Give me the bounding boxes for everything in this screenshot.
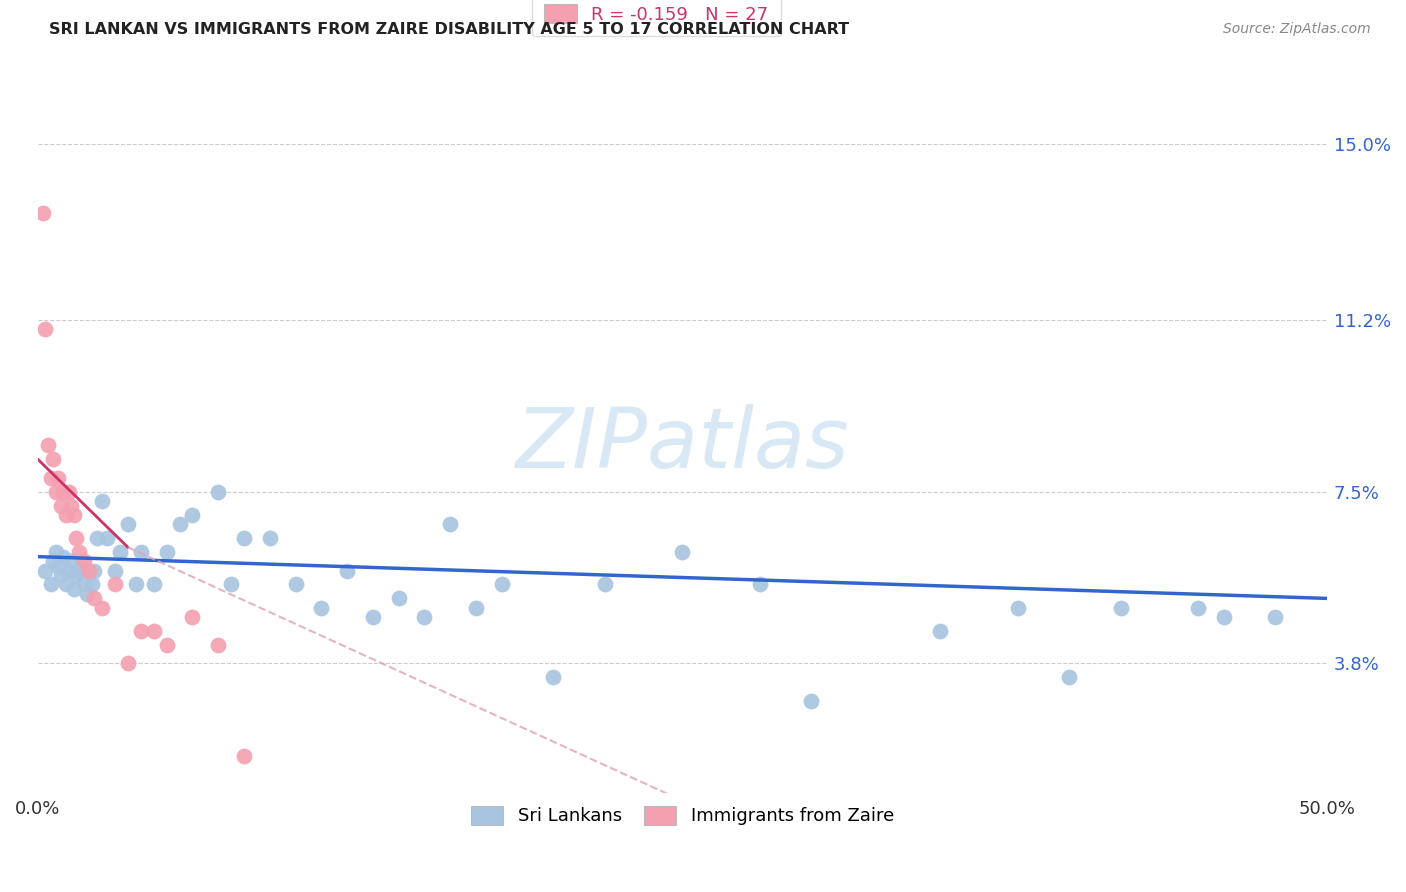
Point	[60, 499, 83, 513]
Point	[62, 582, 84, 596]
Point	[181, 610, 204, 624]
Point	[91, 600, 114, 615]
Point	[31, 206, 53, 220]
Point	[73, 577, 96, 591]
Point	[67, 545, 90, 559]
Point	[83, 564, 105, 578]
Text: ZIPatlas: ZIPatlas	[516, 404, 849, 484]
Point	[104, 564, 127, 578]
Point	[52, 484, 75, 499]
Point	[1264, 610, 1286, 624]
Point	[70, 554, 93, 568]
Point	[124, 577, 146, 591]
Point	[65, 531, 87, 545]
Point	[748, 577, 770, 591]
Point	[76, 587, 98, 601]
Point	[388, 591, 411, 606]
Point	[1212, 610, 1234, 624]
Point	[233, 531, 256, 545]
Point	[77, 564, 100, 578]
Point	[1109, 600, 1132, 615]
Point	[259, 531, 281, 545]
Point	[46, 558, 69, 573]
Point	[55, 508, 77, 522]
Text: Source: ZipAtlas.com: Source: ZipAtlas.com	[1223, 22, 1371, 37]
Point	[55, 577, 77, 591]
Point	[543, 670, 565, 684]
Point	[169, 517, 191, 532]
Point	[39, 577, 62, 591]
Point	[65, 568, 87, 582]
Point	[58, 564, 80, 578]
Point	[1187, 600, 1209, 615]
Point	[156, 545, 179, 559]
Point	[37, 438, 59, 452]
Point	[117, 517, 139, 532]
Point	[80, 577, 103, 591]
Point	[49, 568, 72, 582]
Point	[42, 452, 65, 467]
Point	[83, 591, 105, 606]
Point	[91, 494, 114, 508]
Point	[1007, 600, 1029, 615]
Point	[284, 577, 307, 591]
Point	[593, 577, 616, 591]
Text: SRI LANKAN VS IMMIGRANTS FROM ZAIRE DISABILITY AGE 5 TO 17 CORRELATION CHART: SRI LANKAN VS IMMIGRANTS FROM ZAIRE DISA…	[49, 22, 849, 37]
Legend: Sri Lankans, Immigrants from Zaire: Sri Lankans, Immigrants from Zaire	[460, 796, 904, 837]
Point	[67, 564, 90, 578]
Point	[207, 484, 229, 499]
Point	[142, 624, 165, 638]
Point	[42, 554, 65, 568]
Point	[336, 564, 359, 578]
Point	[73, 554, 96, 568]
Point	[207, 638, 229, 652]
Point	[49, 499, 72, 513]
Point	[60, 554, 83, 568]
Point	[671, 545, 693, 559]
Point	[117, 657, 139, 671]
Point	[800, 693, 823, 707]
Point	[77, 564, 100, 578]
Point	[86, 531, 108, 545]
Point	[39, 471, 62, 485]
Point	[34, 322, 56, 336]
Point	[104, 577, 127, 591]
Point	[413, 610, 436, 624]
Point	[233, 749, 256, 764]
Point	[311, 600, 333, 615]
Point	[142, 577, 165, 591]
Point	[156, 638, 179, 652]
Point	[129, 545, 152, 559]
Point	[465, 600, 488, 615]
Point	[34, 564, 56, 578]
Point	[45, 484, 67, 499]
Point	[58, 484, 80, 499]
Point	[96, 531, 118, 545]
Point	[439, 517, 461, 532]
Point	[219, 577, 242, 591]
Point	[52, 549, 75, 564]
Point	[361, 610, 384, 624]
Point	[491, 577, 513, 591]
Point	[1057, 670, 1080, 684]
Point	[108, 545, 131, 559]
Point	[46, 471, 69, 485]
Point	[929, 624, 952, 638]
Point	[129, 624, 152, 638]
Point	[45, 545, 67, 559]
Point	[62, 508, 84, 522]
Point	[181, 508, 204, 522]
